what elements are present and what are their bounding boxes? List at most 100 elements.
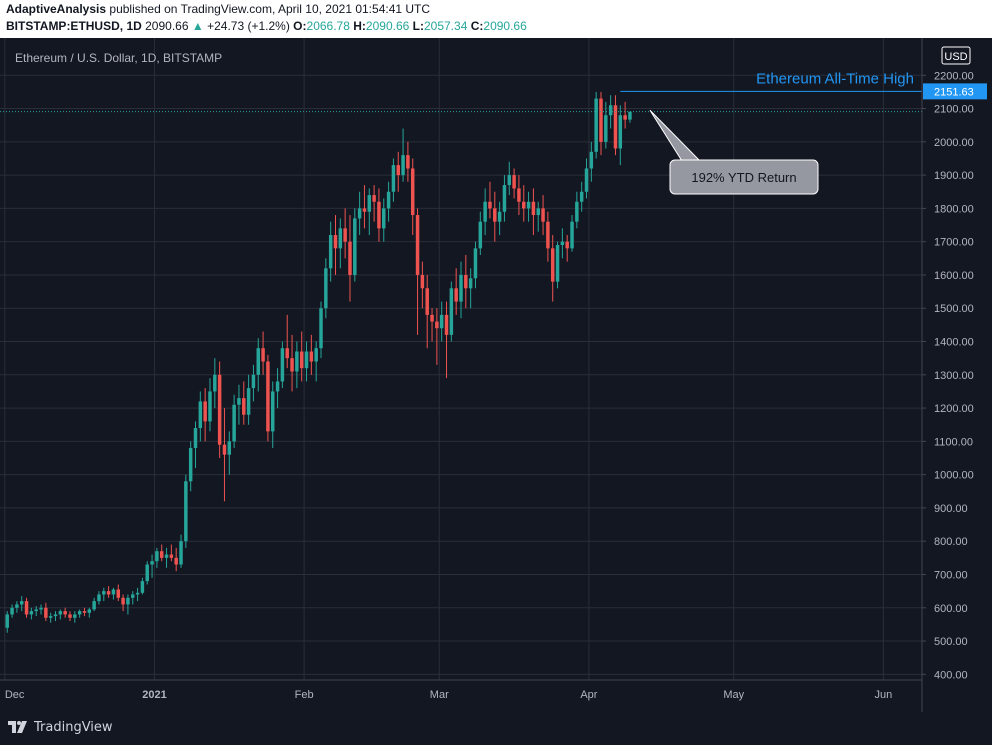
- candle-body: [464, 274, 468, 289]
- y-tick-label: 800.00: [934, 536, 968, 548]
- candle-body: [599, 98, 603, 142]
- candle-body: [343, 228, 347, 242]
- candle-body: [353, 218, 357, 275]
- candle-body: [328, 235, 333, 269]
- candle-body: [502, 185, 507, 212]
- x-tick-label: Dec: [5, 689, 25, 701]
- candle-body: [449, 288, 454, 335]
- y-tick-label: 1900.00: [934, 170, 974, 182]
- candle-body: [106, 591, 111, 595]
- candle-body: [256, 348, 260, 375]
- candle-body: [73, 614, 77, 618]
- ath-annotation: Ethereum All-Time High: [756, 70, 914, 87]
- candle-body: [266, 361, 270, 432]
- candle-body: [488, 201, 492, 209]
- candle-body: [406, 155, 410, 169]
- candle-body: [10, 607, 14, 615]
- candle-body: [348, 241, 352, 275]
- y-tick-label: 400.00: [934, 669, 968, 681]
- y-tick-label: 1600.00: [934, 270, 974, 282]
- candle-body: [372, 195, 376, 202]
- ytd-return-annotation: 192% YTD Return: [691, 170, 796, 185]
- candle-body: [217, 374, 222, 445]
- y-tick-label: 1100.00: [934, 436, 973, 448]
- candle-body: [314, 348, 318, 362]
- candle-body: [507, 175, 512, 186]
- candle-body: [237, 398, 241, 405]
- candle-body: [227, 441, 232, 455]
- candle-body: [102, 591, 106, 595]
- candle-body: [140, 581, 145, 593]
- y-tick-label: 2000.00: [934, 137, 974, 149]
- candle-body: [550, 248, 555, 282]
- candle-body: [198, 401, 203, 429]
- candle-body: [299, 351, 304, 369]
- overlays: Ethereum All-Time High 192% YTD Return: [0, 70, 922, 195]
- candle-body: [435, 321, 439, 329]
- candle-body: [517, 188, 521, 202]
- candle-body: [39, 607, 43, 610]
- candle-body: [280, 348, 285, 382]
- candle-body: [188, 448, 193, 482]
- candle-body: [295, 351, 299, 372]
- candle-body: [444, 314, 449, 335]
- x-tick-label: Apr: [580, 689, 597, 701]
- low-label: L:: [412, 19, 424, 33]
- candle-body: [145, 564, 149, 582]
- candle-body: [208, 391, 212, 422]
- author-name[interactable]: AdaptiveAnalysis: [6, 2, 107, 16]
- candle-body: [536, 208, 540, 216]
- tradingview-brand[interactable]: TradingView: [34, 720, 113, 735]
- last-price: 2090.66: [145, 19, 189, 33]
- candle-body: [44, 607, 48, 618]
- candle-body: [357, 208, 362, 219]
- y-tick-label: 500.00: [934, 636, 968, 648]
- candle-body: [410, 168, 415, 216]
- callout-box: [669, 159, 819, 195]
- candle-body: [391, 165, 396, 192]
- candle-body: [135, 592, 140, 595]
- high-value: 2090.66: [365, 19, 410, 33]
- candle-body: [285, 348, 289, 359]
- candle-body: [131, 594, 135, 598]
- candle-body: [203, 401, 207, 422]
- candlestick-chart[interactable]: Ethereum All-Time High 192% YTD Return 40…: [0, 38, 992, 712]
- candle-body: [439, 314, 444, 329]
- candle-body: [454, 288, 458, 302]
- candle-body: [401, 155, 405, 176]
- currency-label: USD: [944, 51, 967, 63]
- candle-body: [184, 481, 188, 542]
- candle-body: [319, 308, 323, 349]
- candle-body: [338, 228, 343, 249]
- publication-header: AdaptiveAnalysis published on TradingVie…: [0, 0, 992, 38]
- candle-body: [92, 601, 96, 610]
- candle-body: [415, 215, 420, 275]
- candle-body: [478, 221, 483, 249]
- candle-body: [275, 381, 280, 392]
- y-tick-label: 900.00: [934, 503, 968, 515]
- currency-badge[interactable]: [941, 46, 971, 65]
- chart-area[interactable]: Ethereum All-Time High 192% YTD Return 40…: [0, 38, 992, 745]
- y-tick-label: 2100.00: [934, 104, 974, 116]
- tradingview-logo-icon[interactable]: [8, 719, 28, 735]
- candle-body: [377, 201, 381, 229]
- grid: [0, 38, 922, 680]
- candle-body: [222, 444, 227, 455]
- candle-body: [420, 274, 425, 289]
- candle-body: [575, 201, 579, 222]
- ath-price-label: 2151.63: [934, 86, 974, 98]
- candle-body: [29, 611, 34, 615]
- close-value: 2090.66: [483, 19, 527, 33]
- footer-bar: TradingView: [0, 712, 992, 745]
- x-tick-label: Jun: [875, 689, 893, 701]
- candle-body: [541, 208, 545, 222]
- y-tick-label: 1800.00: [934, 203, 974, 215]
- candle-body: [362, 208, 367, 212]
- candle-body: [24, 601, 29, 615]
- candle-body: [570, 221, 574, 249]
- candle-body: [493, 208, 497, 222]
- candle-body: [5, 614, 9, 628]
- candle-body: [522, 201, 526, 209]
- candle-body: [155, 551, 159, 562]
- y-tick-label: 1700.00: [934, 237, 974, 249]
